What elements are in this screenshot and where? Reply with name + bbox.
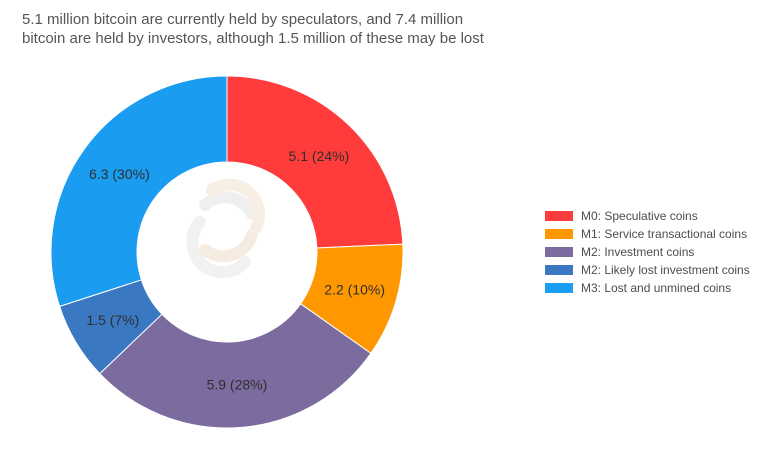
legend-item-2: M2: Investment coins <box>545 243 750 261</box>
slice-label-0: 5.1 (24%) <box>289 148 350 164</box>
slice-label-1: 2.2 (10%) <box>324 281 385 297</box>
chart-legend: M0: Speculative coins M1: Service transac… <box>545 207 750 297</box>
chart-title: 5.1 million bitcoin are currently held b… <box>22 10 582 48</box>
center-logo <box>186 178 266 279</box>
legend-swatch <box>545 211 573 221</box>
legend-label: M0: Speculative coins <box>581 209 698 223</box>
legend-label: M1: Service transactional coins <box>581 227 748 241</box>
slice-label-3: 1.5 (7%) <box>86 312 139 328</box>
legend-label: M2: Likely lost investment coins <box>581 263 750 277</box>
legend-swatch <box>545 229 573 239</box>
legend-swatch <box>545 247 573 257</box>
donut-slices <box>50 75 404 429</box>
legend-item-1: M1: Service transactional coins <box>545 225 750 243</box>
chart-title-line-1: 5.1 million bitcoin are currently held b… <box>22 11 464 28</box>
slice-label-2: 5.9 (28%) <box>207 377 268 393</box>
legend-item-3: M2: Likely lost investment coins <box>545 261 750 279</box>
slice-2 <box>99 303 372 429</box>
slice-label-4: 6.3 (30%) <box>89 166 150 182</box>
legend-label: M3: Lost and unmined coins <box>581 281 732 295</box>
legend-swatch <box>545 265 573 275</box>
chart-title-line-2: bitcoin are held by investors, although … <box>22 30 484 47</box>
slice-0 <box>226 75 404 249</box>
legend-item-0: M0: Speculative coins <box>545 207 750 225</box>
donut-chart: 5.1 (24%) 2.2 (10%) 5.9 (28%) 1.5 (7%) 6.3 (… <box>50 75 404 429</box>
legend-swatch <box>545 283 573 293</box>
legend-item-4: M3: Lost and unmined coins <box>545 279 750 297</box>
slice-4 <box>50 75 228 308</box>
legend-label: M2: Investment coins <box>581 245 695 259</box>
slice-labels: 5.1 (24%) 2.2 (10%) 5.9 (28%) 1.5 (7%) 6.3 (… <box>86 148 385 393</box>
